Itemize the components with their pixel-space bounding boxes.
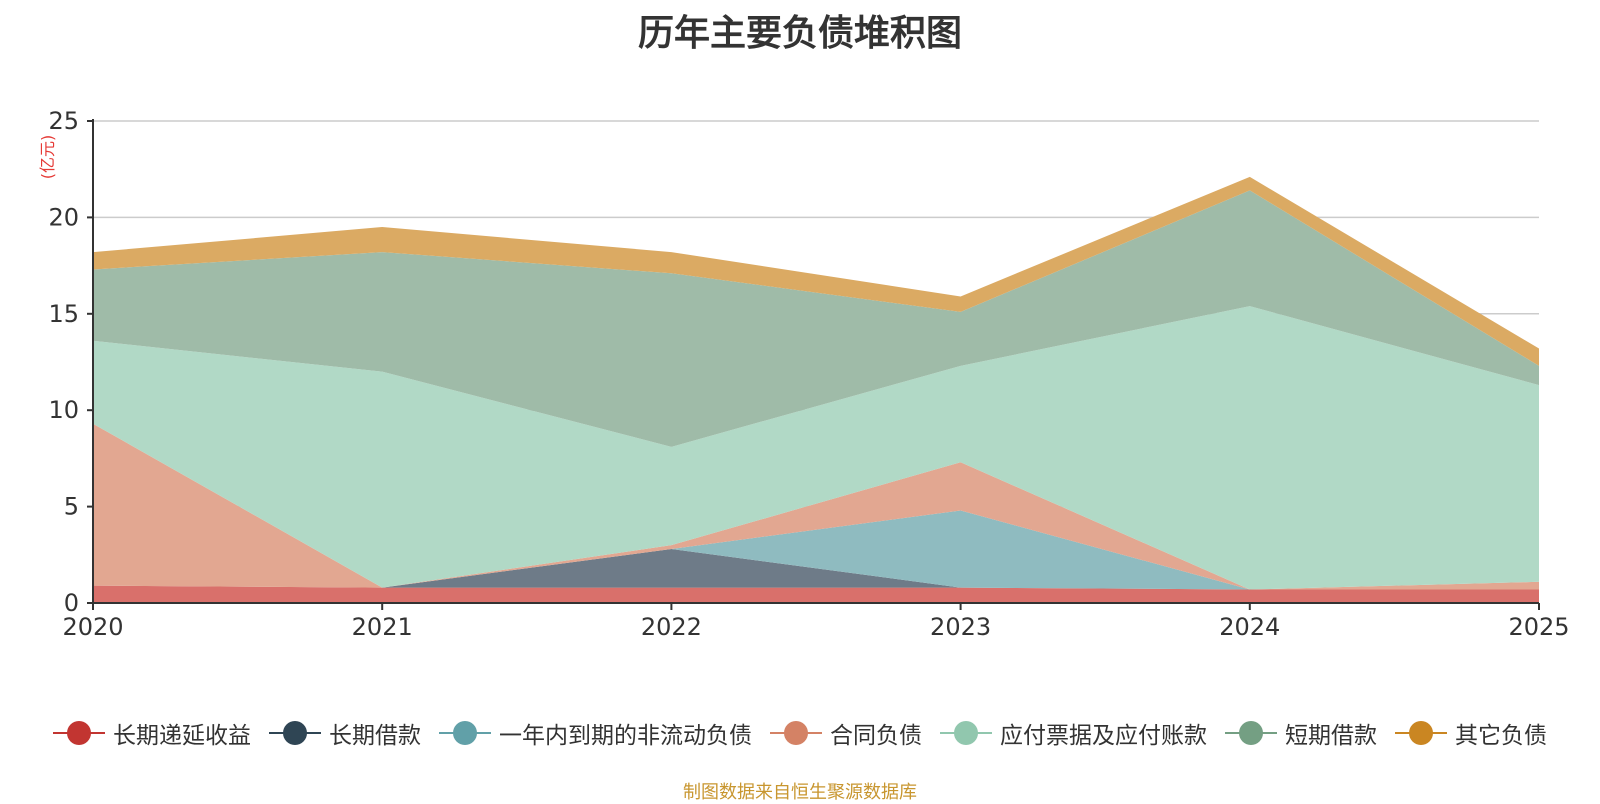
legend-item-3[interactable]: 合同负债: [770, 716, 922, 750]
area-series-3: [93, 423, 1539, 590]
x-tick-label: 2023: [930, 613, 991, 641]
x-tick-label: 2024: [1219, 613, 1280, 641]
area-series-4: [93, 306, 1539, 590]
legend-label: 短期借款: [1285, 723, 1377, 749]
x-tick-label: 2025: [1508, 613, 1569, 641]
legend-item-6[interactable]: 其它负债: [1395, 716, 1547, 750]
data-source-note: 制图数据来自恒生聚源数据库: [683, 782, 917, 803]
y-tick-label: 0: [64, 589, 79, 617]
y-tick-label: 25: [48, 107, 79, 135]
x-tick-label: 2022: [641, 613, 702, 641]
legend-marker-icon: [53, 721, 105, 745]
legend-marker-icon: [439, 721, 491, 745]
area-series-1: [93, 549, 1539, 590]
legend-label: 应付票据及应付账款: [1000, 723, 1207, 749]
x-tick-label: 2020: [62, 613, 123, 641]
area-series-0: [93, 585, 1539, 603]
y-tick-label: 15: [48, 300, 79, 328]
legend-item-4[interactable]: 应付票据及应付账款: [940, 716, 1207, 750]
y-tick-label: 10: [48, 396, 79, 424]
legend-label: 合同负债: [830, 723, 922, 749]
legend-marker-icon: [770, 721, 822, 745]
legend-marker-icon: [1225, 721, 1277, 745]
legend-marker-icon: [1395, 721, 1447, 745]
area-series: [93, 176, 1539, 603]
chart-title: 历年主要负债堆积图: [637, 13, 962, 54]
legend-marker-icon: [269, 721, 321, 745]
legend-item-0[interactable]: 长期递延收益: [53, 716, 251, 750]
legend-label: 其它负债: [1455, 723, 1547, 749]
legend-item-5[interactable]: 短期借款: [1225, 716, 1377, 750]
legend-item-1[interactable]: 长期借款: [269, 716, 421, 750]
legend-label: 一年内到期的非流动负债: [499, 723, 752, 749]
legend-item-2[interactable]: 一年内到期的非流动负债: [439, 716, 752, 750]
y-tick-label: 20: [48, 203, 79, 231]
area-series-2: [93, 510, 1539, 590]
x-tick-label: 2021: [352, 613, 413, 641]
y-tick-label: 5: [64, 493, 79, 521]
legend-label: 长期借款: [329, 723, 421, 749]
legend-marker-icon: [940, 721, 992, 745]
area-series-5: [93, 190, 1539, 447]
legend-label: 长期递延收益: [113, 723, 251, 749]
legend: 长期递延收益 长期借款 一年内到期的非流动负债 合同负债 应付票据及应付账款 短期借款 其它…: [0, 716, 1600, 750]
